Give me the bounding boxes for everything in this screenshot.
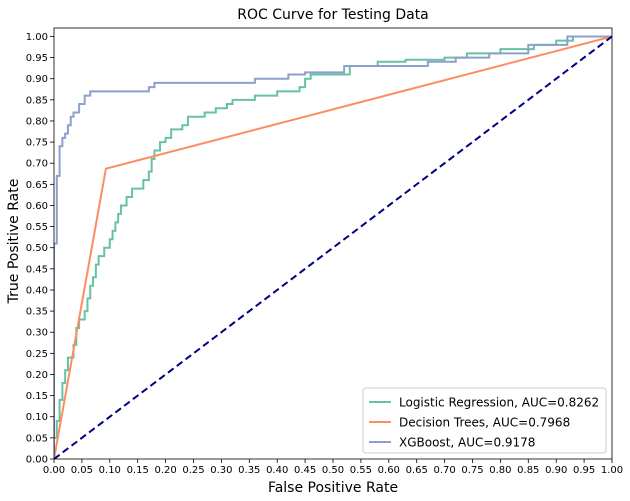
y-tick-label: 0.25 — [26, 349, 48, 360]
series-line-2 — [54, 35, 612, 459]
legend-entry: XGBoost, AUC=0.9178 — [399, 436, 535, 450]
plot-frame — [53, 27, 613, 460]
y-axis-title: True Positive Rate — [6, 179, 22, 305]
x-axis-title: False Positive Rate — [268, 480, 398, 496]
y-tick-label: 0.75 — [26, 138, 48, 149]
y-tick-label: 0.40 — [26, 285, 48, 296]
x-tick-label: 0.00 — [43, 465, 65, 476]
y-tick-label: 0.00 — [26, 455, 48, 466]
y-tick-label: 0.45 — [26, 264, 48, 275]
x-tick-label: 0.55 — [350, 465, 372, 476]
y-tick-label: 1.00 — [26, 32, 48, 43]
x-tick-label: 0.05 — [71, 465, 93, 476]
legend: Logistic Regression, AUC=0.8262 Decision … — [362, 387, 607, 454]
x-tick-label: 0.25 — [182, 465, 204, 476]
y-tick-label: 0.05 — [26, 433, 48, 444]
y-tick-label: 0.55 — [26, 222, 48, 233]
series-line-3 — [54, 35, 612, 459]
x-tick-label: 0.75 — [461, 465, 483, 476]
x-tick-label: 0.30 — [210, 465, 232, 476]
x-tick-label: 0.15 — [127, 465, 149, 476]
x-tick-label: 0.85 — [517, 465, 539, 476]
x-tick-label: 0.35 — [238, 465, 260, 476]
y-tick-label: 0.20 — [26, 370, 48, 381]
y-tick-label: 0.50 — [26, 243, 48, 254]
x-tick-label: 0.95 — [573, 465, 595, 476]
x-tick-label: 0.65 — [406, 465, 428, 476]
y-tick-label: 0.80 — [26, 116, 48, 127]
reference-diagonal-line — [54, 35, 612, 459]
legend-box — [362, 387, 607, 454]
x-tick-label: 0.50 — [322, 465, 344, 476]
legend-entry: Decision Trees, AUC=0.7968 — [399, 416, 570, 430]
x-tick-label: 0.90 — [545, 465, 567, 476]
x-tick-label: 0.45 — [294, 465, 316, 476]
y-tick-label: 0.65 — [26, 180, 48, 191]
series-group — [54, 35, 612, 459]
x-tick-label: 1.00 — [601, 465, 623, 476]
plot-area: 0.00 0.05 0.10 0.15 0.20 0.25 0.30 0.35 0.40 0.45… — [26, 27, 623, 476]
y-tick-label: 0.60 — [26, 201, 48, 212]
chart-title: ROC Curve for Testing Data — [237, 7, 429, 23]
y-tick-label: 0.30 — [26, 328, 48, 339]
y-tick-label: 0.10 — [26, 412, 48, 423]
y-tick-label: 0.35 — [26, 307, 48, 318]
x-tick-label: 0.80 — [489, 465, 511, 476]
y-tick-label: 0.70 — [26, 159, 48, 170]
x-tick-label: 0.60 — [378, 465, 400, 476]
y-tick-label: 0.15 — [26, 391, 48, 402]
x-tick-label: 0.20 — [154, 465, 176, 476]
x-tick-label: 0.40 — [266, 465, 288, 476]
y-tick-label: 0.95 — [26, 53, 48, 64]
y-tick-label: 0.90 — [26, 74, 48, 85]
y-tick-label: 0.85 — [26, 95, 48, 106]
legend-entry: Logistic Regression, AUC=0.8262 — [399, 396, 599, 410]
x-tick-label: 0.10 — [99, 465, 121, 476]
x-tick-label: 0.70 — [433, 465, 455, 476]
